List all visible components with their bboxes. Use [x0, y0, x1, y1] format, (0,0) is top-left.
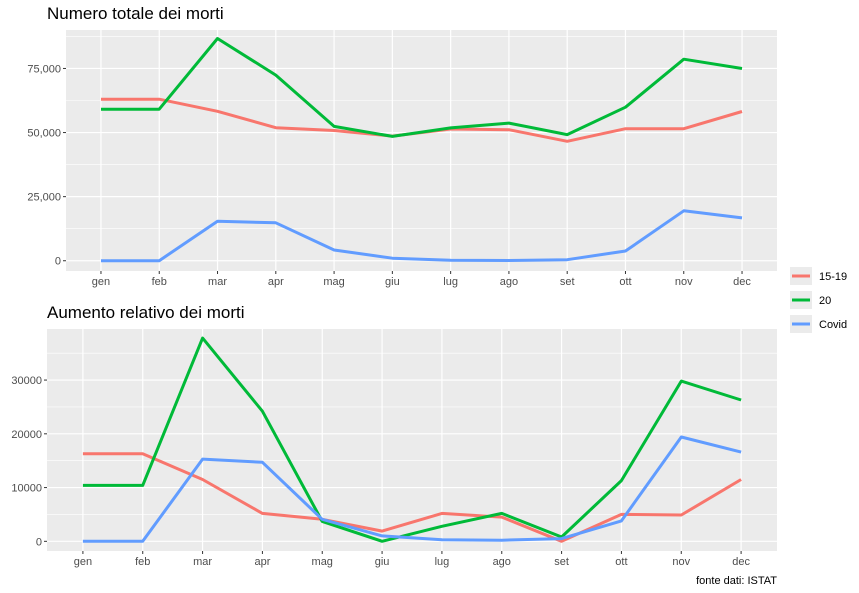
- x-tick-label: mar: [193, 556, 212, 568]
- plot-area-2: 0 10000 20000 30000 gen feb mar apr mag giu lug ago…: [11, 329, 777, 568]
- x-tick-label: feb: [152, 276, 167, 288]
- x-tick-label: mag: [312, 556, 333, 568]
- y-tick-label: 50,000: [27, 128, 61, 140]
- x-tick-label: feb: [135, 556, 150, 568]
- y-tick-label: 0: [36, 536, 42, 548]
- series-line-covid: [82, 435, 742, 543]
- x-tick-label: gen: [92, 276, 110, 288]
- x-tick-label: apr: [254, 556, 270, 568]
- plot-area-1: 0 25,000 50,000 75,000 gen feb mar apr mag giu lug…: [27, 30, 777, 288]
- series-line-20: [82, 336, 742, 543]
- y-tick-label: 0: [55, 256, 61, 268]
- x-tick-label: lug: [435, 556, 450, 568]
- y-tick-label: 10000: [11, 483, 42, 495]
- x-tick-label: set: [554, 556, 569, 568]
- chart-title-2: Aumento relativo dei morti: [47, 303, 244, 322]
- legend: 15-19 20 Covid: [787, 265, 857, 340]
- y-tick-label: 75,000: [27, 63, 61, 75]
- legend-label-20: 20: [819, 295, 831, 307]
- legend-label-1519: 15-19: [819, 271, 847, 283]
- x-tick-label: ago: [500, 276, 518, 288]
- x-tick-label: nov: [675, 276, 693, 288]
- x-tick-label: set: [560, 276, 575, 288]
- x-tick-label: dec: [733, 276, 751, 288]
- x-tick-label: giu: [385, 276, 400, 288]
- x-tick-label: dec: [732, 556, 750, 568]
- plot-panel-1: [66, 30, 777, 271]
- y-tick-label: 20000: [11, 429, 42, 441]
- legend-label-covid: Covid: [819, 319, 847, 331]
- x-tick-label: nov: [672, 556, 690, 568]
- series-line-covid: [101, 209, 743, 263]
- chart-title-1: Numero totale dei morti: [47, 4, 224, 23]
- x-tick-label: mag: [323, 276, 344, 288]
- x-tick-label: giu: [375, 556, 390, 568]
- plot-panel-2: [47, 329, 777, 551]
- series-line-20: [101, 37, 743, 138]
- x-tick-label: ott: [615, 556, 627, 568]
- x-tick-label: ago: [493, 556, 511, 568]
- y-tick-label: 25,000: [27, 192, 61, 204]
- y-tick-label: 30000: [11, 375, 42, 387]
- x-tick-label: mar: [208, 276, 227, 288]
- caption: fonte dati: ISTAT: [696, 575, 777, 587]
- x-tick-label: apr: [268, 276, 284, 288]
- x-tick-label: lug: [443, 276, 458, 288]
- x-tick-label: gen: [74, 556, 92, 568]
- x-tick-label: ott: [619, 276, 631, 288]
